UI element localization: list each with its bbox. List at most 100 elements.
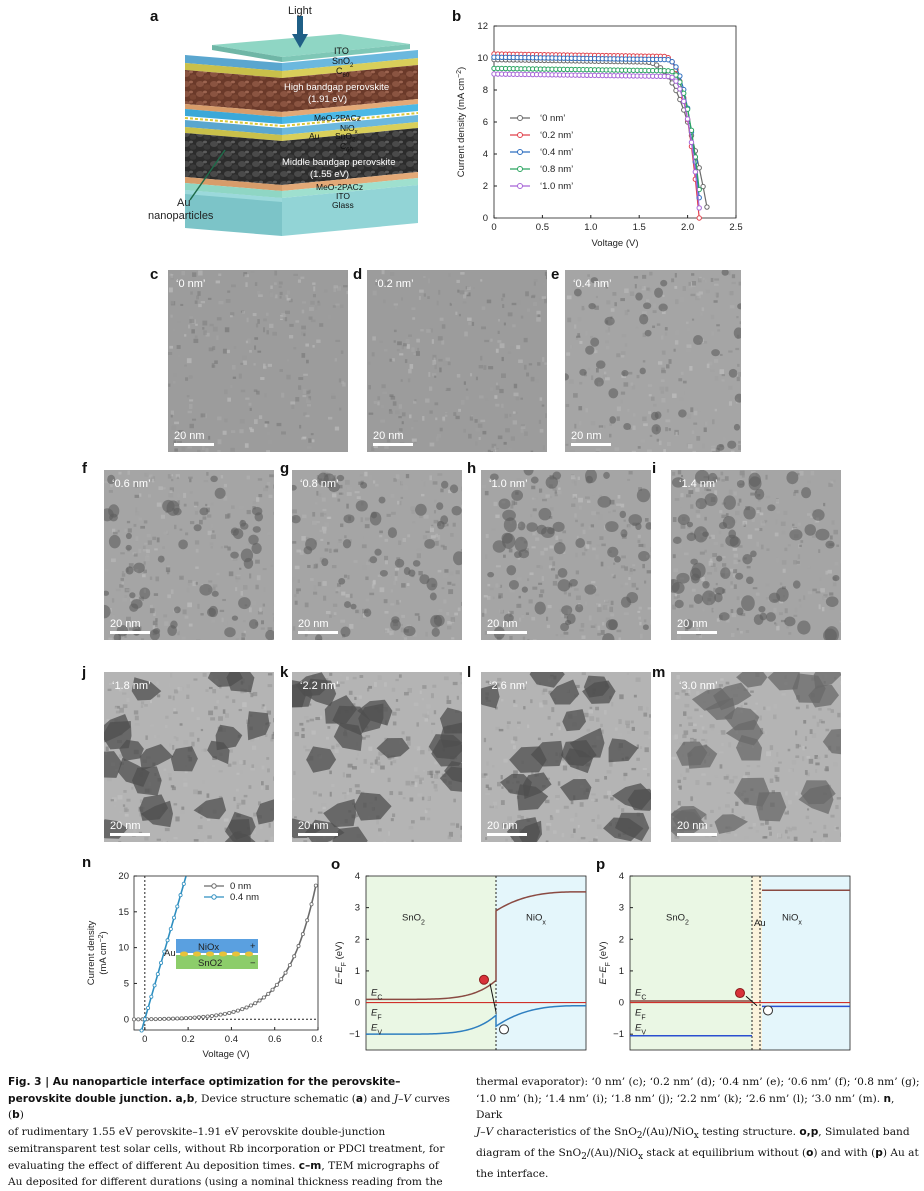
x-tick-label: 0	[491, 222, 496, 233]
caption-right-line1: thermal evaporator): ‘0 nm’ (c); ‘0.2 nm…	[476, 1074, 920, 1091]
dark-jv-0nm-point	[249, 1004, 252, 1007]
y-tick-label: −1	[349, 1029, 360, 1040]
inset-niox-label: NiOx	[198, 942, 219, 953]
jv-series-line	[494, 74, 699, 208]
legend-label: ‘0.2 nm’	[540, 130, 573, 141]
au-np-label-2: nanoparticles	[148, 210, 213, 222]
y-axis-label: E−EF (eV)	[334, 941, 348, 984]
panel-letter-g: g	[280, 460, 289, 477]
y-tick-label: 8	[483, 85, 488, 96]
high-perovskite-label: High bandgap perovskite	[284, 82, 389, 93]
scale-bar: 20 nm	[373, 430, 417, 446]
caption-left-line3: of rudimentary 1.55 eV perovskite–1.91 e…	[8, 1124, 456, 1141]
ito-label: ITO	[334, 46, 349, 56]
y-tick-label: 4	[483, 149, 488, 160]
jv-data-point	[697, 206, 701, 210]
scale-bar-label: 20 nm	[298, 820, 342, 832]
legend-label: ‘1.0 nm’	[540, 181, 573, 192]
meo-label: MeO-2PACz	[314, 113, 361, 123]
panel-letter-c: c	[150, 266, 158, 283]
legend-label: ‘0.4 nm’	[540, 147, 573, 158]
scale-bar: 20 nm	[298, 618, 342, 634]
y-axis-label: Current density (mA cm−2)	[456, 67, 468, 177]
y-tick-label: 0	[124, 1014, 129, 1025]
jv-data-point	[705, 205, 709, 209]
legend-marker	[518, 116, 523, 121]
y-axis-label-sub1: −E	[334, 966, 345, 979]
dark-jv-0nm-point	[167, 1017, 170, 1020]
scale-bar-label: 20 nm	[677, 820, 721, 832]
x-tick-label: 2.0	[681, 222, 694, 233]
tem-thickness-label: ‘0.4 nm’	[573, 278, 612, 290]
tem-thickness-label: ‘2.6 nm’	[489, 680, 528, 692]
dark-jv-0nm-point	[193, 1016, 196, 1019]
scale-bar-line	[677, 833, 717, 836]
jv-data-point	[697, 166, 701, 170]
y-axis-label-end: (eV)	[598, 941, 609, 962]
x-tick-label: 0.6	[268, 1034, 281, 1045]
panel-letter-f: f	[82, 460, 87, 477]
scale-bar-label: 20 nm	[174, 430, 218, 442]
jv-data-point	[682, 99, 686, 103]
band-label-sub: V	[641, 1029, 646, 1036]
sno2-text: SnO	[402, 912, 421, 923]
dark-jv-0nm-point	[189, 1016, 192, 1019]
dark-jv-04nm-point	[179, 894, 182, 897]
dark-jv-0nm-point	[271, 988, 274, 991]
x-tick-label: 0.4	[225, 1034, 238, 1045]
caption-right-line5: the interface.	[476, 1166, 920, 1183]
y-tick-label: 1	[355, 966, 360, 977]
y-tick-label: 12	[477, 21, 488, 32]
au-region	[752, 876, 762, 1050]
y-axis-label: E−EF (eV)	[598, 941, 612, 984]
panel-letter-m: m	[652, 664, 665, 681]
y-tick-label: 15	[118, 907, 129, 918]
tem-micrograph-c: ‘0 nm’ 20 nm	[168, 270, 348, 452]
dark-jv-04nm-point	[153, 984, 156, 987]
sno2-sub: 2	[421, 919, 425, 926]
caption-a2: a	[356, 1093, 363, 1105]
niox-text: NiO	[526, 912, 542, 923]
scale-bar-line	[373, 443, 413, 446]
y-tick-label: 1	[619, 966, 624, 977]
tem-thickness-label: ‘1.0 nm’	[489, 478, 528, 490]
dark-jv-0nm-point	[258, 999, 261, 1002]
y-axis-label-end: (eV)	[334, 941, 345, 962]
y-tick-label: 0	[619, 998, 624, 1009]
tem-micrograph-k: ‘2.2 nm’20 nm	[292, 672, 462, 842]
scale-bar-line	[487, 833, 527, 836]
dark-jv-0nm-point	[184, 1017, 187, 1020]
y-tick-label: −1	[613, 1029, 624, 1040]
dark-jv-04nm-point	[159, 961, 162, 964]
y-tick-label: 5	[124, 978, 129, 989]
x-axis-label: Voltage (V)	[203, 1049, 250, 1060]
y-tick-label: 4	[619, 871, 624, 882]
inset-au-particle	[219, 952, 227, 957]
dark-jv-04nm-point	[166, 939, 169, 942]
y-axis-label-end: )	[456, 67, 467, 70]
sno2-region	[630, 876, 760, 1050]
dark-jv-0nm-point	[137, 1018, 140, 1021]
jv-series-line	[494, 68, 699, 189]
caption-right-line3h: testing structure.	[699, 1126, 800, 1138]
x-tick-label: 0.8	[311, 1034, 322, 1045]
y-tick-label: 2	[619, 934, 624, 945]
tem-thickness-label: ‘0 nm’	[176, 278, 205, 290]
panel-letter-d: d	[353, 266, 362, 283]
caption-b2: b	[12, 1109, 20, 1121]
legend-marker	[212, 895, 216, 899]
jv-data-point	[697, 216, 701, 220]
caption-right: thermal evaporator): ‘0 nm’ (c); ‘0.2 nm…	[476, 1074, 920, 1182]
y-axis-label-line1: Current density	[86, 921, 97, 986]
scale-bar-label: 20 nm	[110, 618, 154, 630]
dark-jv-0nm-point	[236, 1009, 239, 1012]
hole-marker	[500, 1025, 509, 1034]
tem-thickness-label: ‘0.8 nm’	[300, 478, 339, 490]
dark-jv-0nm-point	[314, 884, 317, 887]
scale-bar-line	[110, 631, 150, 634]
high-perovskite-ev: (1.91 eV)	[308, 94, 347, 105]
scale-bar-line	[298, 631, 338, 634]
y-tick-label: 6	[483, 117, 488, 128]
niox-region	[496, 876, 586, 1050]
